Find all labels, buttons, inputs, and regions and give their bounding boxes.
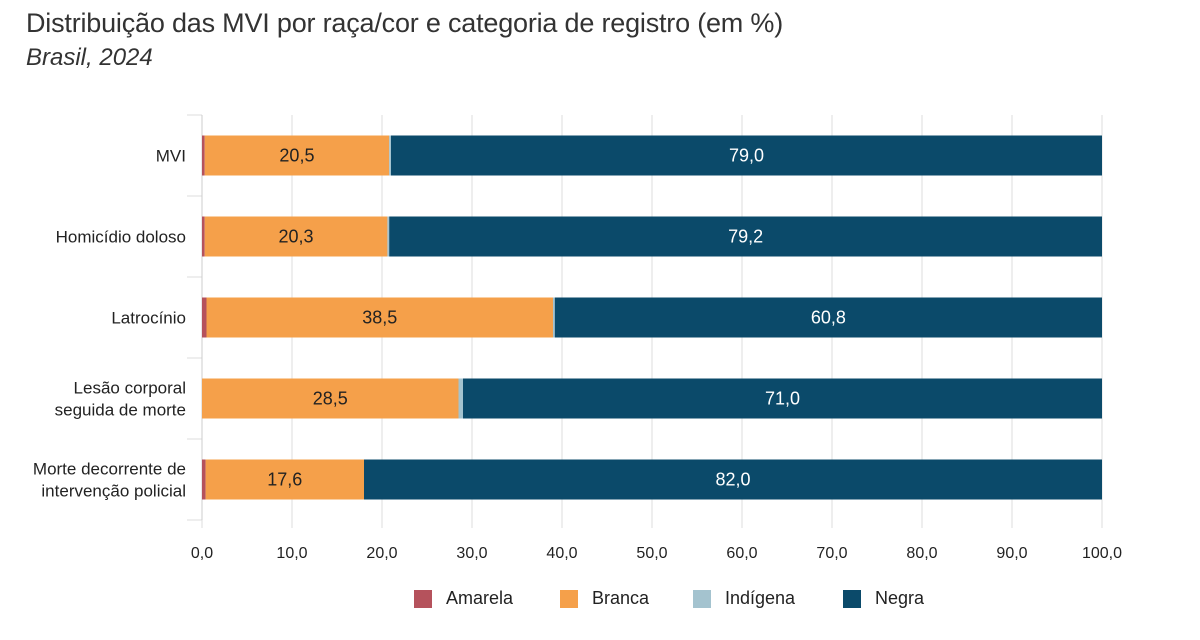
category-label-line: seguida de morte xyxy=(55,401,186,420)
x-tick-label: 0,0 xyxy=(191,545,213,562)
x-tick-label: 10,0 xyxy=(276,545,307,562)
chart-legend: Amarela Branca Indígena Negra xyxy=(0,588,1200,616)
x-tick-label: 100,0 xyxy=(1082,545,1122,562)
bar-value-label: 60,8 xyxy=(811,308,846,328)
bar-value-label: 71,0 xyxy=(765,389,800,409)
bar-segment-indígena xyxy=(458,378,463,419)
bar-segment-negra xyxy=(554,297,1102,338)
bar-segment-branca xyxy=(202,378,459,419)
stacked-bar-chart: 0,0 10,0 20,0 30,0 40,0 50,0 60,0 70,0 80,0 90,0 1… xyxy=(33,114,1122,562)
x-tick-label: 20,0 xyxy=(366,545,397,562)
bar-segment-amarela xyxy=(202,135,205,176)
chart-title: Distribuição das MVI por raça/cor e cate… xyxy=(26,8,784,38)
bar-value-label: 82,0 xyxy=(715,470,750,490)
x-tick-label: 60,0 xyxy=(726,545,757,562)
bar-value-label: 20,5 xyxy=(279,146,314,166)
bar-value-label: 38,5 xyxy=(362,308,397,328)
bar-segment-indígena xyxy=(387,216,390,257)
bar-segment-branca xyxy=(204,216,388,257)
category-label: Homicídio doloso xyxy=(56,228,186,247)
legend-item-indígena: Indígena xyxy=(693,588,795,609)
bar-segment-amarela xyxy=(202,459,206,500)
category-label: MVI xyxy=(156,147,186,166)
bar-value-label: 20,3 xyxy=(279,227,314,247)
legend-item-amarela: Amarela xyxy=(414,588,513,609)
category-label: Latrocínio xyxy=(111,309,186,328)
chart-subtitle: Brasil, 2024 xyxy=(26,44,153,71)
bar-segment-amarela xyxy=(202,297,207,338)
category-label-line: MVI xyxy=(156,147,186,166)
bar-segment-negra xyxy=(364,459,1102,500)
bar-segment-negra xyxy=(391,135,1102,176)
bar-segment-indígena xyxy=(553,297,555,338)
bar-segment-amarela xyxy=(202,216,205,257)
bar-segment-branca xyxy=(205,459,364,500)
x-tick-label: 90,0 xyxy=(996,545,1027,562)
x-tick-label: 30,0 xyxy=(456,545,487,562)
bar-segment-branca xyxy=(204,135,390,176)
legend-swatch xyxy=(414,589,432,608)
legend-label: Branca xyxy=(592,588,650,608)
bar-value-label: 17,6 xyxy=(267,470,302,490)
x-tick-label: 80,0 xyxy=(906,545,937,562)
legend-label: Amarela xyxy=(446,588,514,608)
bar-value-label: 79,0 xyxy=(729,146,764,166)
legend-label: Indígena xyxy=(725,588,796,608)
legend-item-branca: Branca xyxy=(560,588,649,609)
legend-swatch xyxy=(560,589,578,608)
legend-item-negra: Negra xyxy=(843,588,924,609)
category-label-line: Latrocínio xyxy=(111,309,186,328)
category-label: Morte decorrente de intervenção policial xyxy=(33,460,186,501)
bar-segment-negra xyxy=(389,216,1102,257)
category-label: Lesão corporal seguida de morte xyxy=(55,379,186,420)
bar-segment-branca xyxy=(206,297,553,338)
bar-value-label: 28,5 xyxy=(313,389,348,409)
x-tick-label: 70,0 xyxy=(816,545,847,562)
legend-swatch xyxy=(693,589,711,608)
x-tick-label: 40,0 xyxy=(546,545,577,562)
bar-value-label: 79,2 xyxy=(728,227,763,247)
category-label-line: Morte decorrente de xyxy=(33,460,186,479)
x-tick-label: 50,0 xyxy=(636,545,667,562)
legend-swatch xyxy=(843,589,861,608)
category-label-line: Lesão corporal xyxy=(74,379,186,398)
bar-segment-indígena xyxy=(389,135,391,176)
legend-label: Negra xyxy=(875,588,925,608)
bar-segment-negra xyxy=(463,378,1102,419)
category-label-line: Homicídio doloso xyxy=(56,228,186,247)
category-label-line: intervenção policial xyxy=(41,482,186,501)
